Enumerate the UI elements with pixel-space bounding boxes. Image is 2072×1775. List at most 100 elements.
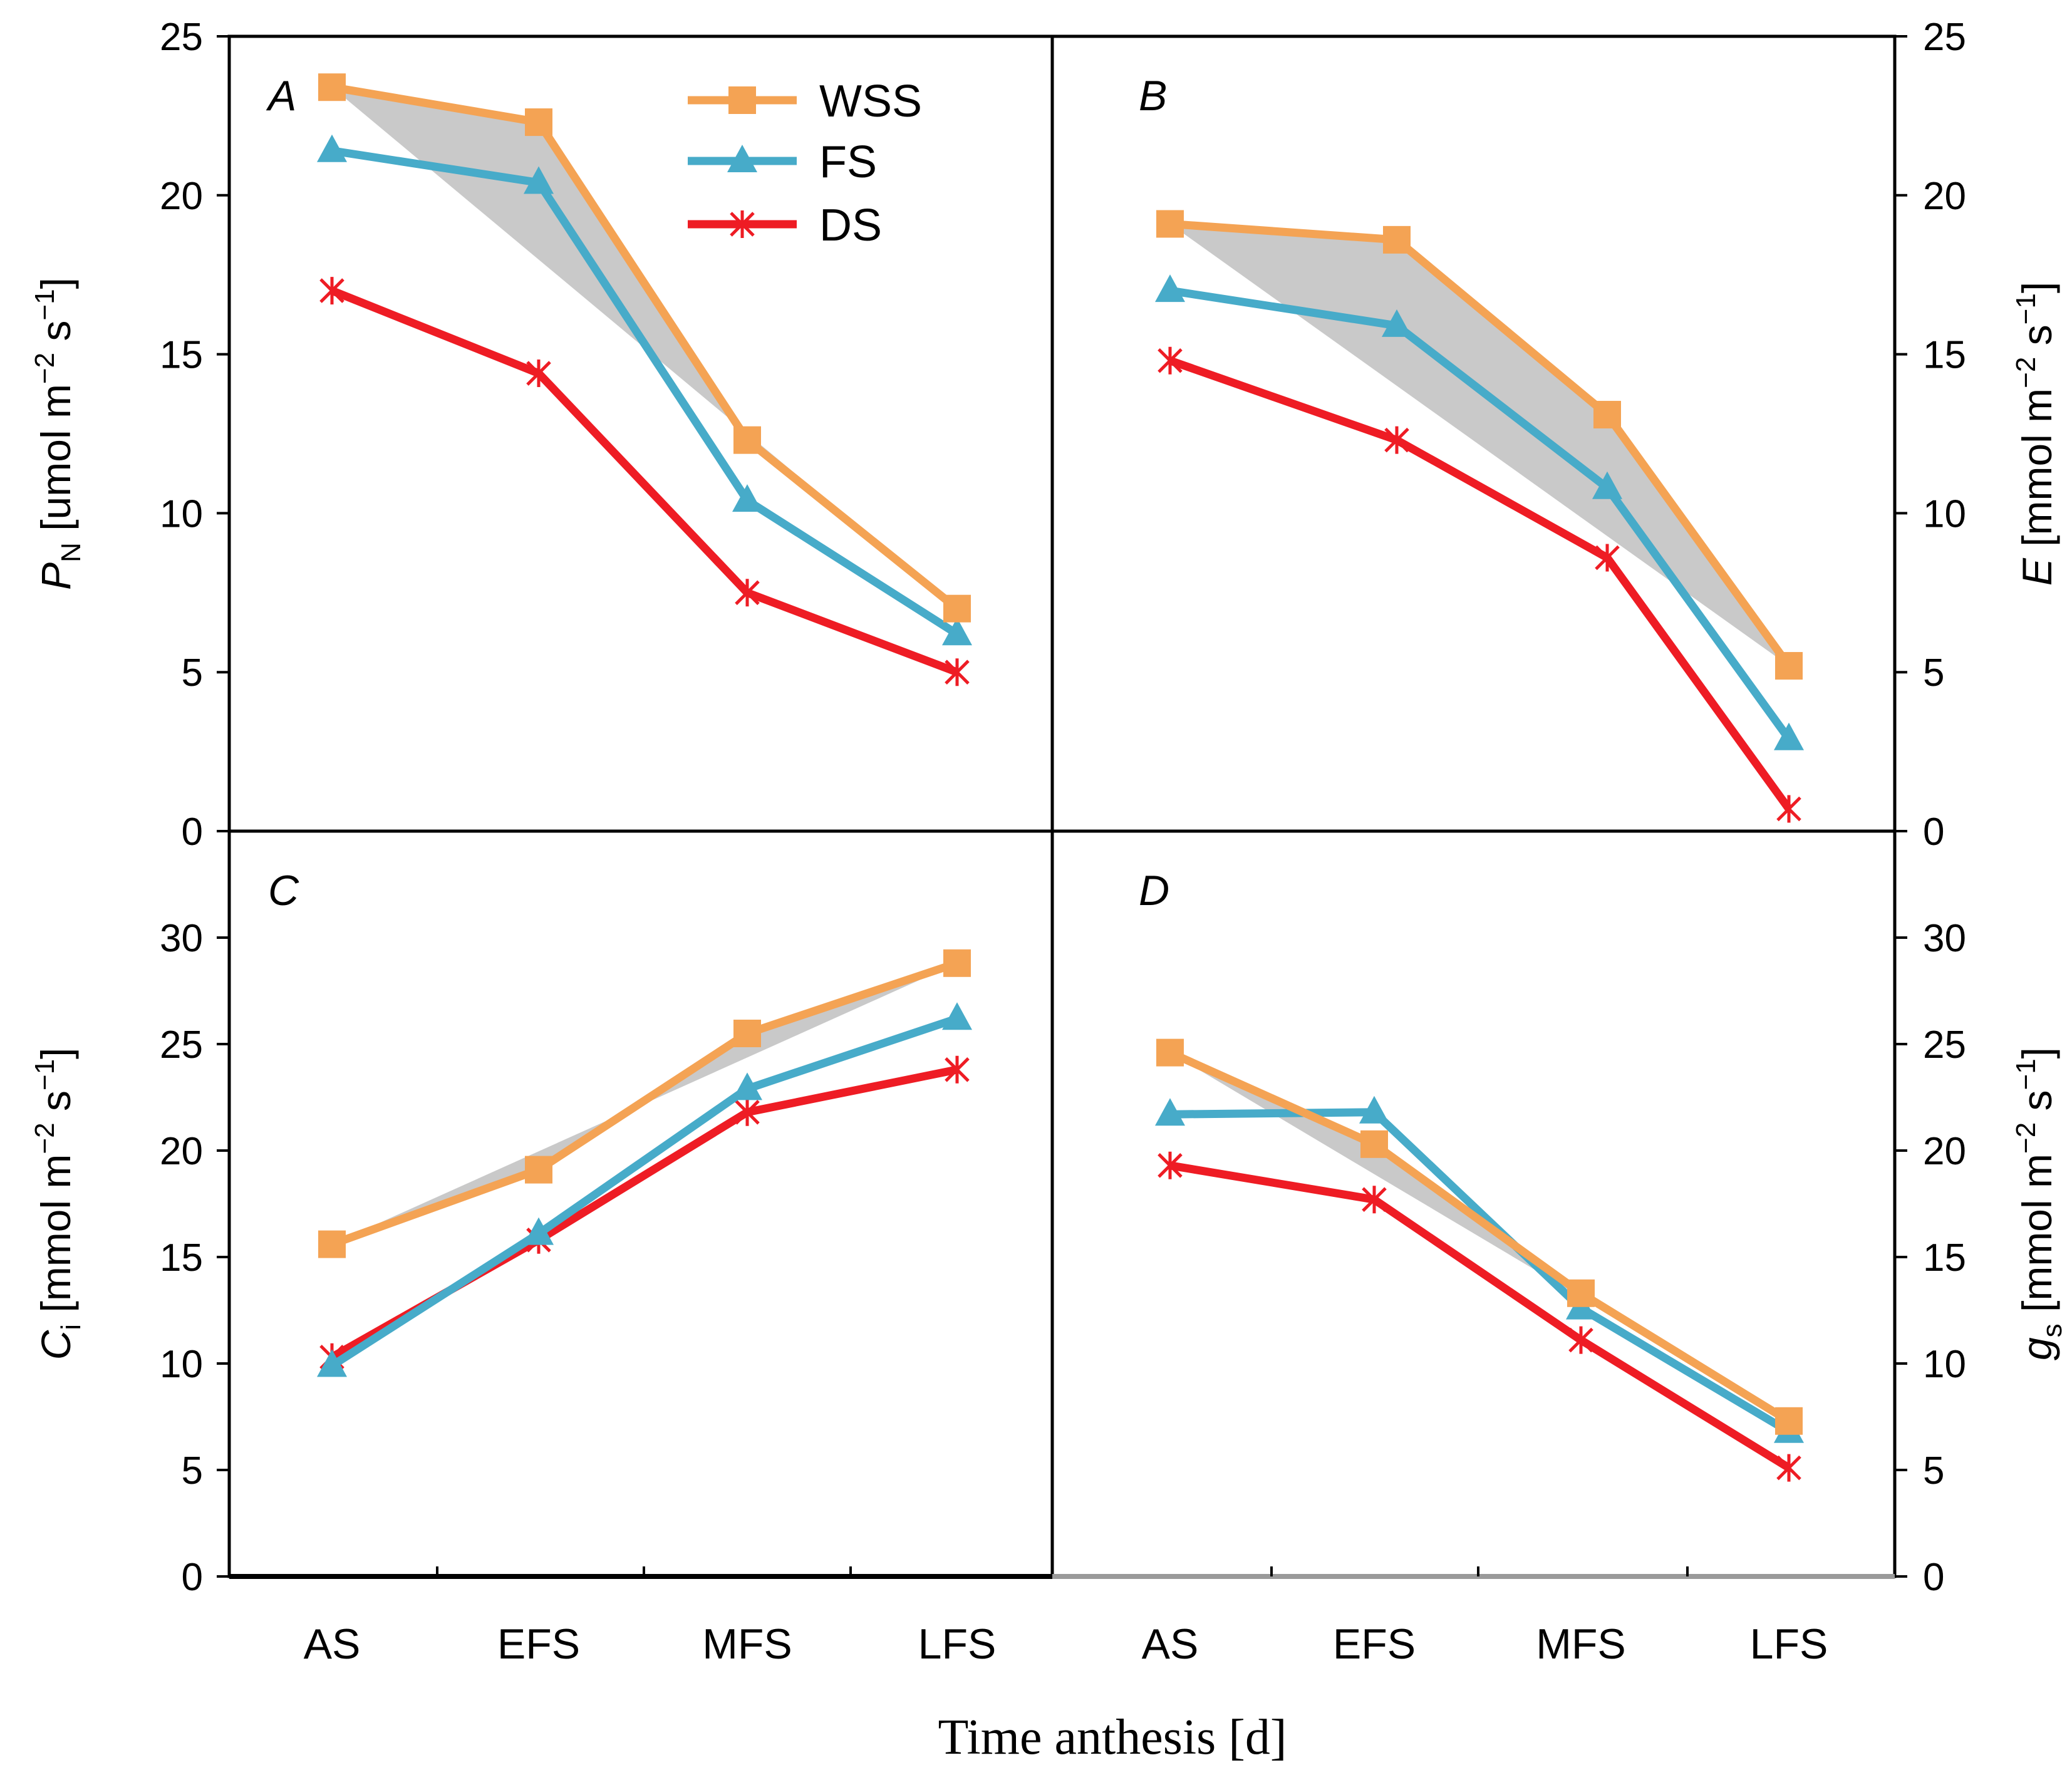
marker-DS-B [1776,795,1801,823]
y-tick-label-D: 30 [1923,917,1966,960]
y-tick-label-C: 10 [160,1343,203,1386]
marker-WSS-A [943,594,971,623]
y-tick-label-C: 5 [182,1449,203,1493]
marker-DS-D [1362,1186,1387,1214]
panel-letter-D: D [1139,867,1169,914]
marker-DS-C [735,1098,760,1126]
axis-text: 0 5 10 15 20 25 A PN [umol m−2 s−1] 0 5 10 15 20 25 B E… [29,16,2068,1765]
marker-FS-C [317,1349,347,1377]
marker-DS-D [1568,1326,1593,1354]
marker-WSS-D [1156,1038,1184,1067]
y-tick-label-C: 15 [160,1236,203,1280]
y-tick-label-A: 0 [182,810,203,854]
series-line-DS-D [1169,1161,1791,1472]
marker-FS-C [732,1072,762,1100]
y-tick-label-D: 5 [1923,1449,1944,1493]
y-axis-title-D: gs [mmol m−2 s−1] [2011,1047,2068,1360]
series-line-DS-A [330,287,959,676]
y-tick-label-D: 15 [1923,1236,1966,1280]
x-category-label: EFS [1333,1620,1416,1668]
marker-WSS-B [1383,225,1411,254]
y-tick-label-C: 0 [182,1556,203,1599]
marker-DS-C [945,1055,970,1084]
marker-WSS-B [1775,652,1803,680]
legend-item-DS: DS [688,200,882,251]
marker-FS-A [524,166,554,194]
x-category-label: LFS [1750,1620,1828,1668]
series-line-WSS-B [1169,219,1793,668]
marker-FS-C [524,1217,554,1245]
y-tick-label-C: 30 [160,917,203,960]
marker-WSS-D [1775,1407,1803,1435]
marker-DS-A [526,360,551,388]
panel-letter-C: C [268,867,299,914]
series-line-FS-C [329,1015,959,1369]
marker-FS-A [317,134,347,162]
legend-marker-WSS [728,86,756,114]
marker-WSS-C [318,1230,346,1258]
series-line-WSS-A [331,83,960,612]
marker-WSS-A [525,108,552,137]
marker-FS-B [1774,722,1804,750]
marker-WSS-C [733,1020,761,1047]
y-tick-label-D: 20 [1923,1130,1966,1173]
y-axis-title-A: PN [umol m−2 s−1] [29,277,86,590]
y-tick-label-B: 10 [1923,492,1966,536]
y-tick-label-B: 5 [1923,651,1944,695]
marker-DS-B [1384,426,1409,454]
marker-WSS-D [1360,1130,1388,1158]
y-axis-title-C: Ci [mmol m−2 s−1] [29,1048,86,1360]
marker-FS-D [1359,1095,1389,1124]
marker-WSS-B [1156,210,1184,238]
x-category-label: AS [1142,1620,1199,1668]
marker-DS-B [1158,346,1183,375]
x-category-label: AS [304,1620,361,1668]
marker-FS-B [1382,309,1412,337]
series-line-FS-D [1169,1108,1791,1436]
marker-FS-B [1592,471,1622,499]
y-tick-label-B: 15 [1923,334,1966,377]
y-tick-label-A: 15 [160,334,203,377]
legend-marker-DS [730,210,755,238]
panel-frames [217,34,1907,1579]
legend-marker-FS [727,145,757,172]
marker-WSS-D [1567,1279,1595,1307]
y-axis-title-B: E [mmol m−2 s−1] [2011,282,2060,586]
marker-FS-A [732,484,762,512]
marker-FS-B [1155,274,1185,303]
y-tick-label-D: 25 [1923,1023,1966,1067]
y-tick-label-A: 20 [160,175,203,218]
marker-WSS-B [1593,401,1621,429]
y-tick-label-D: 10 [1923,1343,1966,1386]
y-tick-label-A: 25 [160,16,203,59]
marker-WSS-A [318,73,346,101]
marker-FS-C [942,1002,972,1030]
series-line-FS-A [331,147,960,638]
legend-label-FS: FS [819,137,877,187]
legend-label-WSS: WSS [819,76,922,127]
marker-WSS-C [525,1156,552,1184]
y-tick-label-C: 25 [160,1023,203,1067]
x-category-label: MFS [1536,1620,1626,1668]
y-tick-label-C: 20 [160,1130,203,1173]
y-tick-label-B: 20 [1923,175,1966,218]
marker-FS-D [1155,1098,1185,1126]
y-tick-label-B: 25 [1923,16,1966,59]
panel-letter-B: B [1139,72,1167,120]
series-line-FS-B [1169,286,1793,742]
marker-DS-B [1595,544,1620,572]
marker-WSS-A [733,426,761,454]
marker-WSS-C [943,949,971,977]
legend-item-WSS: WSS [688,76,922,127]
legend-item-FS: FS [688,137,877,187]
legend: WSS FS DS [688,76,922,251]
series-lines [317,73,1804,1482]
marker-FS-A [942,618,972,646]
marker-DS-D [1776,1454,1801,1482]
marker-DS-A [735,579,760,607]
x-category-label: LFS [918,1620,997,1668]
y-tick-label-A: 5 [182,651,203,695]
marker-DS-A [319,277,344,305]
y-tick-label-B: 0 [1923,810,1944,854]
